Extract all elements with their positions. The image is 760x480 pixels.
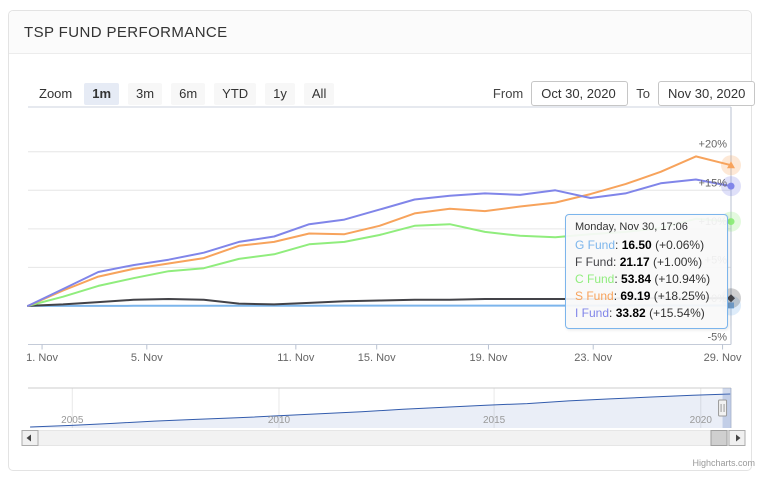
tooltip-row-i-fund: I Fund: 33.82 (+15.54%) xyxy=(575,306,705,320)
highcharts-credit[interactable]: Highcharts.com xyxy=(692,458,755,468)
navigator: 2005 2010 2015 2020 xyxy=(28,387,732,428)
x-axis-label: 5. Nov xyxy=(131,352,163,364)
tooltip-row-s-fund: S Fund: 69.19 (+18.25%) xyxy=(575,289,710,303)
range-selector: Zoom 1m 3m 6m YTD 1y All From To xyxy=(39,80,755,107)
from-date-input[interactable] xyxy=(531,81,629,106)
range-button-3m[interactable]: 3m xyxy=(128,82,163,105)
to-date-input[interactable] xyxy=(658,81,755,106)
series-marker-c-fund xyxy=(727,218,735,226)
tooltip-row-c-fund: C Fund: 53.84 (+10.94%) xyxy=(575,272,711,286)
x-axis-label: 19. Nov xyxy=(470,352,508,364)
from-label: From xyxy=(492,86,524,101)
tooltip-series-label: S Fund xyxy=(575,289,614,303)
navigator-line xyxy=(30,393,731,428)
zoom-label: Zoom xyxy=(39,86,73,101)
card-header: TSP FUND PERFORMANCE xyxy=(9,11,751,54)
navigator-year-label: 2020 xyxy=(690,415,713,426)
series-marker-i-fund xyxy=(727,182,735,190)
x-axis-label: 15. Nov xyxy=(358,352,396,364)
y-axis-label: -5% xyxy=(707,332,727,344)
tooltip-series-label: I Fund xyxy=(575,306,610,320)
navigator-handle-body[interactable] xyxy=(718,399,728,417)
tooltip-row-g-fund: G Fund: 16.50 (+0.06%) xyxy=(575,238,705,252)
series-line-s-fund xyxy=(27,155,732,307)
main-chart: 1. Nov 5. Nov 11. Nov 15. Nov 19. Nov 23. Nov… xyxy=(26,106,742,364)
tooltip-series-label: C Fund xyxy=(575,272,615,286)
navigator-year-label: 2005 xyxy=(61,415,84,426)
chart-card: TSP FUND PERFORMANCE Zoom 1m 3m 6m YTD 1y All… xyxy=(8,10,755,471)
chart-tooltip: Monday, Nov 30, 17:06 G Fund: 16.50 (+0.… xyxy=(565,214,728,329)
to-label: To xyxy=(636,86,650,101)
range-button-6m[interactable]: 6m xyxy=(171,82,206,105)
range-button-all[interactable]: All xyxy=(303,82,335,105)
scrollbar xyxy=(21,430,746,446)
scrollbar-thumb[interactable] xyxy=(710,430,728,446)
x-axis-label: 23. Nov xyxy=(574,352,612,364)
navigator-year-label: 2010 xyxy=(268,415,291,426)
x-axis-label: 11. Nov xyxy=(277,352,315,364)
range-button-1y[interactable]: 1y xyxy=(265,82,295,105)
range-buttons: 1m 3m 6m YTD 1y All xyxy=(84,82,335,105)
series-marker-g-fund xyxy=(728,302,734,309)
zoom-button-group: Zoom 1m 3m 6m YTD 1y All xyxy=(39,82,335,105)
y-axis-label: +20% xyxy=(699,139,728,151)
series-line-i-fund xyxy=(27,178,732,307)
tooltip-row-f-fund: F Fund: 21.17 (+1.00%) xyxy=(575,255,703,269)
x-axis-label: 1. Nov xyxy=(26,352,58,364)
x-axis-label: 29. Nov xyxy=(704,352,742,364)
y-axis-label: +15% xyxy=(699,177,728,189)
scrollbar-left-arrow-icon xyxy=(26,434,31,442)
tooltip-series-label: F Fund xyxy=(575,255,614,269)
scrollbar-track[interactable] xyxy=(21,430,746,446)
date-range-group: From To xyxy=(493,81,755,106)
page-title: TSP FUND PERFORMANCE xyxy=(24,23,228,41)
series-marker-s-fund xyxy=(727,161,735,169)
range-button-ytd[interactable]: YTD xyxy=(214,82,257,105)
navigator-year-label: 2015 xyxy=(483,415,506,426)
series-marker-f-fund xyxy=(727,294,735,303)
navigator-handle[interactable] xyxy=(718,399,728,417)
range-button-1m[interactable]: 1m xyxy=(84,82,120,105)
tooltip-rows: G Fund: 16.50 (+0.06%) F Fund: 21.17 (+1.… xyxy=(575,237,718,322)
tooltip-series-label: G Fund xyxy=(575,238,616,252)
tooltip-date: Monday, Nov 30, 17:06 xyxy=(575,221,688,233)
scrollbar-right-arrow-icon xyxy=(736,434,741,442)
